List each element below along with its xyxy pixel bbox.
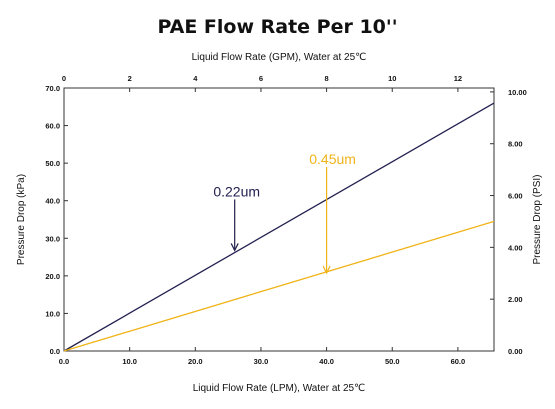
y2-axis-title: Pressure Drop (PSI) [532,174,543,264]
x2-tick-label: 2 [128,74,132,83]
x2-tick-label: 6 [259,74,263,83]
plot-frame [63,87,495,352]
y-tick-label: 60.0 [45,122,60,131]
x2-tick-label: 0 [62,74,66,83]
y2-tick-label: 6.00 [508,192,523,201]
chart-title: PAE Flow Rate Per 10'' [157,16,398,38]
y2-tick-label: 4.00 [508,243,523,252]
x2-tick-label: 8 [325,74,329,83]
y-axis-title: Pressure Drop (kPa) [16,174,27,265]
annotation-arrow-head [322,265,331,275]
x2-tick-label: 4 [193,74,198,83]
annotation-arrow-head [230,243,239,252]
y-tick-label: 20.0 [45,272,60,281]
y-tick-label: 50.0 [45,159,60,168]
y-tick-label: 30.0 [45,234,60,243]
x-tick-label: 0.0 [59,357,69,366]
y-tick-label: 10.0 [45,309,60,318]
y2-tick-label: 0.00 [508,347,523,356]
x2-tick-label: 12 [454,74,462,83]
y-tick-label: 70.0 [45,84,60,93]
annotation-label: 0.22um [213,183,260,199]
top-axis-title: Liquid Flow Rate (GPM), Water at 25℃ [191,52,367,63]
y-tick-label: 40.0 [45,197,60,206]
y2-tick-label: 2.00 [508,295,523,304]
x-tick-label: 60.0 [451,357,466,366]
series-line-0.22um [63,102,495,352]
x-tick-label: 10.0 [122,357,137,366]
y2-tick-label: 8.00 [508,140,523,149]
x-tick-label: 50.0 [385,357,400,366]
x-tick-label: 40.0 [319,357,334,366]
y-tick-label: 0.0 [50,347,60,356]
x-tick-label: 20.0 [188,357,203,366]
x-tick-label: 30.0 [254,357,269,366]
x2-tick-label: 10 [388,74,396,83]
annotation-label: 0.45um [309,151,356,167]
series-line-0.45um [63,220,495,352]
bottom-axis-title: Liquid Flow Rate (LPM), Water at 25℃ [192,383,366,394]
y2-tick-label: 10.00 [508,88,527,97]
